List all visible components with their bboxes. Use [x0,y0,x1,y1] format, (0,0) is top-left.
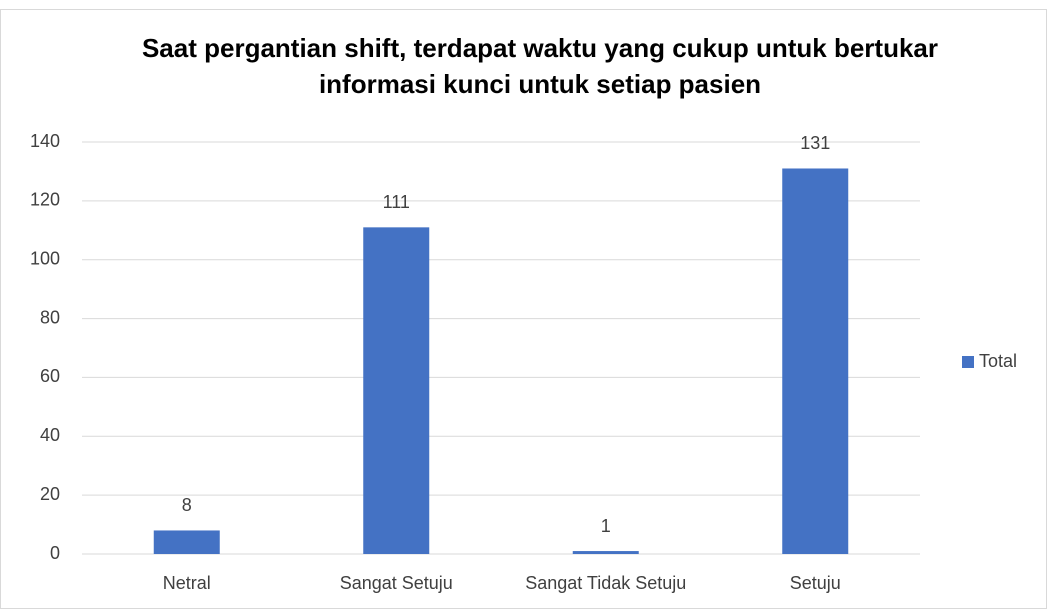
y-tick-label: 100 [30,248,60,268]
bar [572,551,639,554]
y-tick-label: 20 [40,484,60,504]
legend-swatch [962,356,974,368]
y-tick-label: 0 [50,543,60,563]
x-tick-label: Netral [163,573,211,593]
chart-title: Saat pergantian shift, terdapat waktu ya… [141,33,939,99]
bar [153,530,220,554]
y-tick-label: 120 [30,190,60,210]
data-label: 111 [383,192,410,212]
chart-border [0,9,1047,609]
x-tick-label: Sangat Tidak Setuju [525,573,686,593]
y-tick-label: 80 [40,307,60,327]
bar [782,168,849,554]
data-label: 1 [601,516,611,536]
y-tick-label: 40 [40,425,60,445]
y-tick-label: 60 [40,366,60,386]
bar [363,227,430,555]
x-tick-label: Sangat Setuju [340,573,453,593]
legend-label: Total [979,351,1017,371]
y-tick-label: 140 [30,131,60,151]
data-label: 131 [800,133,830,153]
data-label: 8 [182,495,192,515]
x-tick-label: Setuju [790,573,841,593]
